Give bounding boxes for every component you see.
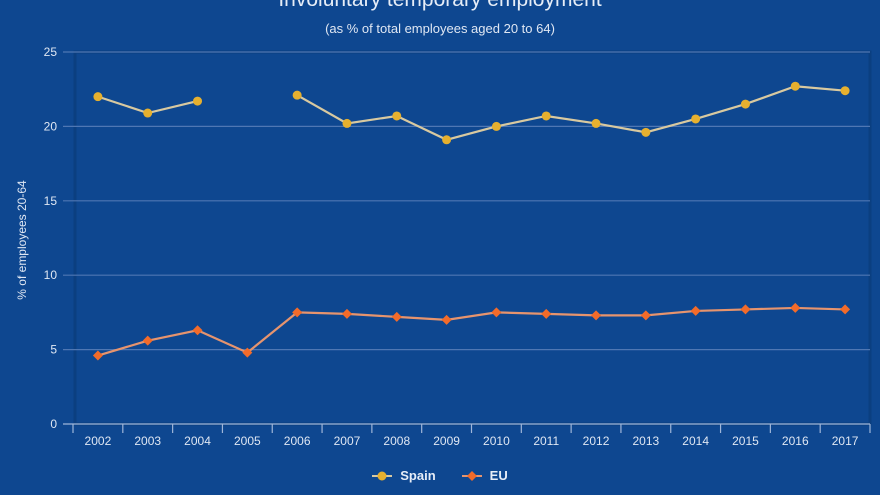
data-point[interactable]: [690, 305, 701, 316]
y-tick-label: 10: [44, 268, 58, 282]
data-point[interactable]: [143, 108, 153, 118]
data-point[interactable]: [790, 302, 801, 313]
data-point[interactable]: [790, 81, 800, 91]
x-tick-label: 2009: [433, 434, 460, 448]
x-tick-label: 2010: [483, 434, 510, 448]
series-line: [296, 85, 846, 141]
y-tick-label: 5: [50, 343, 57, 357]
data-point[interactable]: [840, 86, 850, 96]
data-point[interactable]: [192, 325, 203, 336]
legend-item-spain[interactable]: Spain: [372, 468, 436, 483]
y-axis-ticks: 0 5 10 15 20 25: [44, 45, 58, 431]
data-point[interactable]: [292, 90, 302, 100]
data-point[interactable]: [691, 114, 701, 124]
data-point[interactable]: [341, 308, 352, 319]
data-point[interactable]: [441, 314, 452, 325]
data-point[interactable]: [641, 127, 651, 137]
gridlines: [63, 50, 872, 426]
x-tick-label: 2002: [85, 434, 112, 448]
y-tick-label: 25: [44, 45, 58, 59]
x-tick-label: 2005: [234, 434, 261, 448]
data-point[interactable]: [591, 118, 601, 128]
data-point[interactable]: [840, 304, 851, 315]
x-tick-label: 2013: [632, 434, 659, 448]
legend-symbol-diamond-icon: [461, 470, 482, 481]
data-point[interactable]: [193, 96, 203, 106]
data-point[interactable]: [491, 121, 501, 131]
legend-item-eu[interactable]: EU: [461, 468, 508, 483]
data-point[interactable]: [292, 307, 303, 318]
legend-symbol-circle-icon: [372, 471, 393, 480]
legend: Spain EU: [0, 468, 880, 483]
x-tick-label: 2007: [334, 434, 361, 448]
y-tick-label: 0: [50, 417, 57, 431]
legend-label: EU: [489, 468, 508, 483]
data-point[interactable]: [740, 304, 751, 315]
x-tick-label: 2015: [732, 434, 759, 448]
series-eu: [92, 302, 851, 361]
y-tick-label: 20: [44, 119, 58, 133]
data-point[interactable]: [442, 135, 452, 145]
x-tick-label: 2006: [284, 434, 311, 448]
data-point[interactable]: [142, 335, 153, 346]
x-tick-label: 2011: [533, 434, 559, 448]
series-line: [97, 306, 846, 357]
data-point[interactable]: [491, 307, 502, 318]
x-axis: 2002 2003 2004 2005 2006 2007 2008 2009 2010 2011…: [63, 423, 871, 448]
x-tick-label: 2017: [832, 434, 859, 448]
y-axis-label: % of employees 20-64: [15, 180, 29, 300]
x-tick-label: 2014: [682, 434, 709, 448]
x-tick-label: 2016: [782, 434, 809, 448]
x-tick-label: 2004: [184, 434, 211, 448]
data-point[interactable]: [242, 347, 253, 358]
x-tick-label: 2003: [134, 434, 161, 448]
data-point[interactable]: [93, 92, 103, 102]
series-group: [92, 81, 851, 361]
chart-title: Involuntary temporary employment: [0, 0, 880, 12]
series-spain: [93, 81, 850, 145]
data-point[interactable]: [392, 111, 402, 121]
data-point[interactable]: [591, 310, 602, 321]
chart-subtitle: (as % of total employees aged 20 to 64): [325, 21, 555, 36]
y-tick-label: 15: [44, 194, 58, 208]
data-point[interactable]: [740, 99, 750, 109]
x-tick-label: 2012: [583, 434, 610, 448]
data-point[interactable]: [391, 311, 402, 322]
data-point[interactable]: [342, 118, 352, 128]
data-point[interactable]: [541, 308, 552, 319]
legend-label: Spain: [400, 468, 436, 483]
x-tick-label: 2008: [383, 434, 410, 448]
plot-area-frame: [73, 50, 872, 426]
data-point[interactable]: [541, 111, 551, 121]
data-point[interactable]: [640, 310, 651, 321]
data-point[interactable]: [92, 350, 103, 361]
